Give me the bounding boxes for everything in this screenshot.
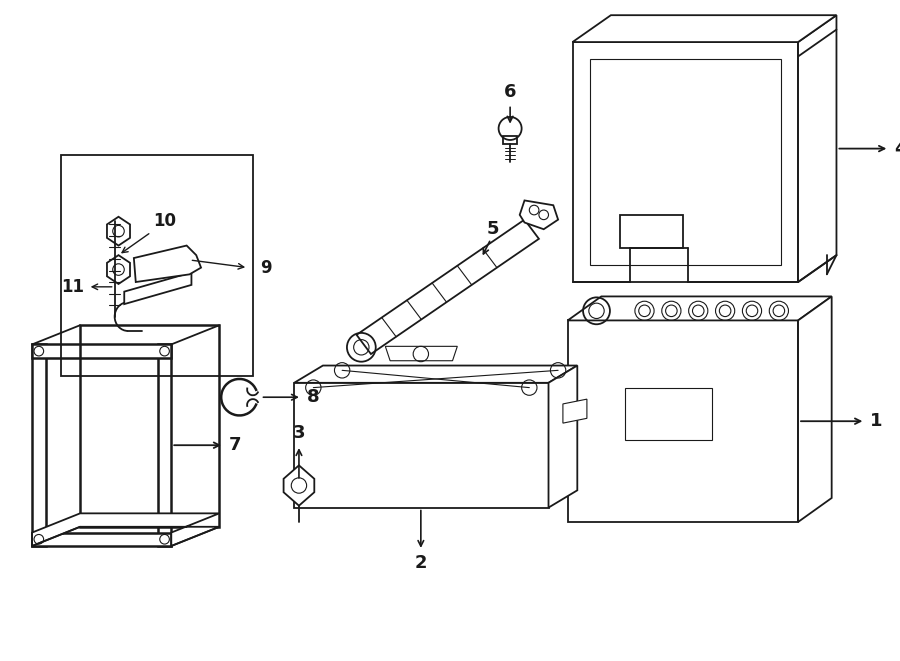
Bar [46, 358, 158, 533]
Polygon shape [572, 42, 798, 282]
Text: 4: 4 [894, 139, 900, 157]
Text: 2: 2 [415, 555, 428, 572]
Polygon shape [134, 245, 201, 282]
Text: 1: 1 [870, 412, 883, 430]
Polygon shape [356, 219, 539, 354]
Text: 11: 11 [61, 278, 84, 296]
Polygon shape [294, 366, 577, 383]
Polygon shape [32, 344, 46, 546]
Polygon shape [107, 217, 130, 245]
Polygon shape [562, 399, 587, 423]
Polygon shape [107, 255, 130, 284]
Polygon shape [590, 59, 781, 265]
Polygon shape [568, 296, 832, 321]
Polygon shape [32, 344, 171, 358]
Polygon shape [294, 383, 548, 508]
Text: 10: 10 [153, 212, 176, 229]
Polygon shape [548, 366, 577, 508]
Text: 7: 7 [229, 436, 241, 454]
Text: 8: 8 [307, 388, 320, 407]
Polygon shape [32, 514, 220, 546]
Text: 3: 3 [292, 424, 305, 442]
Polygon shape [798, 296, 832, 522]
Bar [626, 387, 712, 440]
Polygon shape [158, 344, 171, 546]
Polygon shape [620, 215, 683, 249]
Text: 5: 5 [487, 220, 500, 238]
Polygon shape [798, 15, 836, 282]
Bar [503, 136, 517, 144]
Polygon shape [32, 533, 171, 546]
Polygon shape [284, 465, 314, 506]
Text: 6: 6 [504, 83, 517, 101]
Polygon shape [568, 321, 798, 522]
Bar [61, 155, 253, 376]
Polygon shape [519, 200, 558, 229]
Text: 9: 9 [261, 258, 272, 277]
Polygon shape [124, 272, 192, 304]
Polygon shape [572, 15, 836, 42]
Polygon shape [385, 346, 457, 361]
